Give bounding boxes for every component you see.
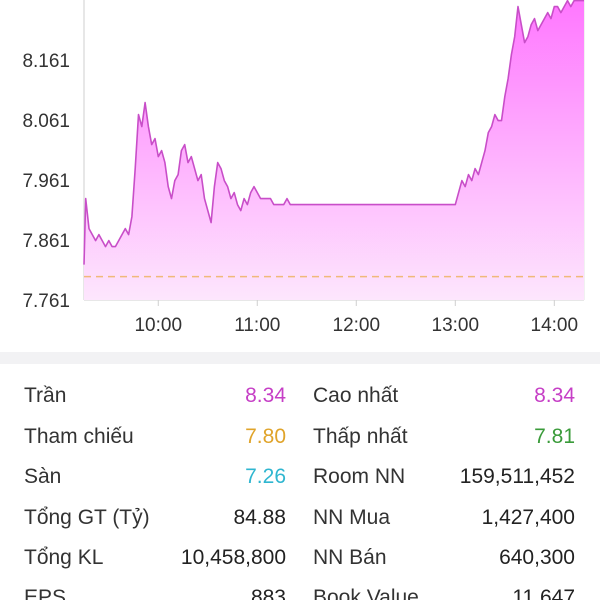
intraday-price-chart[interactable]: 8.161 8.061 7.961 7.861 7.761 10:00 11:00 12:0… <box>0 0 600 350</box>
stat-total-volume: Tổng KL 10,458,800 <box>24 538 286 578</box>
stat-label: NN Mua <box>313 506 391 529</box>
x-tick-label: 13:00 <box>432 315 480 336</box>
stat-value: 7.80 <box>245 425 286 448</box>
price-area-fill <box>84 0 584 300</box>
stat-label: Tham chiếu <box>24 425 134 448</box>
x-axis-ticks <box>157 300 555 306</box>
stat-foreign-buy: NN Mua 1,427,400 <box>313 498 575 538</box>
y-tick-label: 7.861 <box>22 231 70 252</box>
stat-value: 7.81 <box>534 425 575 448</box>
stat-value: 159,511,452 <box>459 465 575 488</box>
stat-low: Thấp nhất 7.81 <box>313 417 575 457</box>
section-separator <box>0 352 600 364</box>
stat-value: 11,647 <box>512 586 575 600</box>
stat-foreign-room: Room NN 159,511,452 <box>313 457 575 497</box>
stat-ceiling: Trần 8.34 <box>24 376 286 416</box>
stat-high: Cao nhất 8.34 <box>313 376 575 416</box>
stat-reference: Tham chiếu 7.80 <box>24 417 286 457</box>
y-tick-label: 7.961 <box>22 171 70 192</box>
stat-value: 883 <box>250 586 286 600</box>
stat-value: 84.88 <box>233 506 286 529</box>
y-axis-labels: 8.161 8.061 7.961 7.861 7.761 <box>22 51 70 312</box>
stat-value: 7.26 <box>245 465 286 488</box>
stat-eps: EPS 883 <box>24 578 286 600</box>
stat-value: 1,427,400 <box>481 506 575 529</box>
x-tick-label: 11:00 <box>234 315 280 336</box>
stat-value: 8.34 <box>534 384 575 407</box>
stat-label: Tổng GT (Tỷ) <box>24 506 150 529</box>
stat-foreign-sell: NN Bán 640,300 <box>313 538 575 578</box>
stat-label: Tổng KL <box>24 546 104 569</box>
x-axis-labels: 10:00 11:00 12:00 13:00 14:00 <box>134 315 578 336</box>
stat-value: 640,300 <box>499 546 575 569</box>
y-tick-label: 8.061 <box>22 111 70 132</box>
stat-total-value: Tổng GT (Tỷ) 84.88 <box>24 498 286 538</box>
price-line <box>83 0 584 265</box>
chart-svg: 8.161 8.061 7.961 7.861 7.761 10:00 11:00 12:0… <box>22 0 585 336</box>
stat-label: Book Value <box>313 586 419 600</box>
stat-floor: Sàn 7.26 <box>24 457 286 497</box>
stat-value: 8.34 <box>245 384 286 407</box>
x-tick-label: 10:00 <box>134 315 182 336</box>
stat-label: Cao nhất <box>313 384 399 407</box>
stat-book-value: Book Value 11,647 <box>313 578 575 600</box>
stat-label: Trần <box>24 384 67 407</box>
stat-label: Room NN <box>313 465 406 488</box>
x-tick-label: 12:00 <box>333 315 381 336</box>
stat-value: 10,458,800 <box>180 546 286 569</box>
stat-label: Thấp nhất <box>313 425 408 448</box>
stat-label: NN Bán <box>313 546 387 569</box>
x-tick-label: 14:00 <box>531 315 579 336</box>
y-tick-label: 8.161 <box>22 51 70 72</box>
y-tick-label: 7.761 <box>22 291 70 312</box>
stat-label: EPS <box>24 586 67 600</box>
stat-label: Sàn <box>24 465 62 488</box>
